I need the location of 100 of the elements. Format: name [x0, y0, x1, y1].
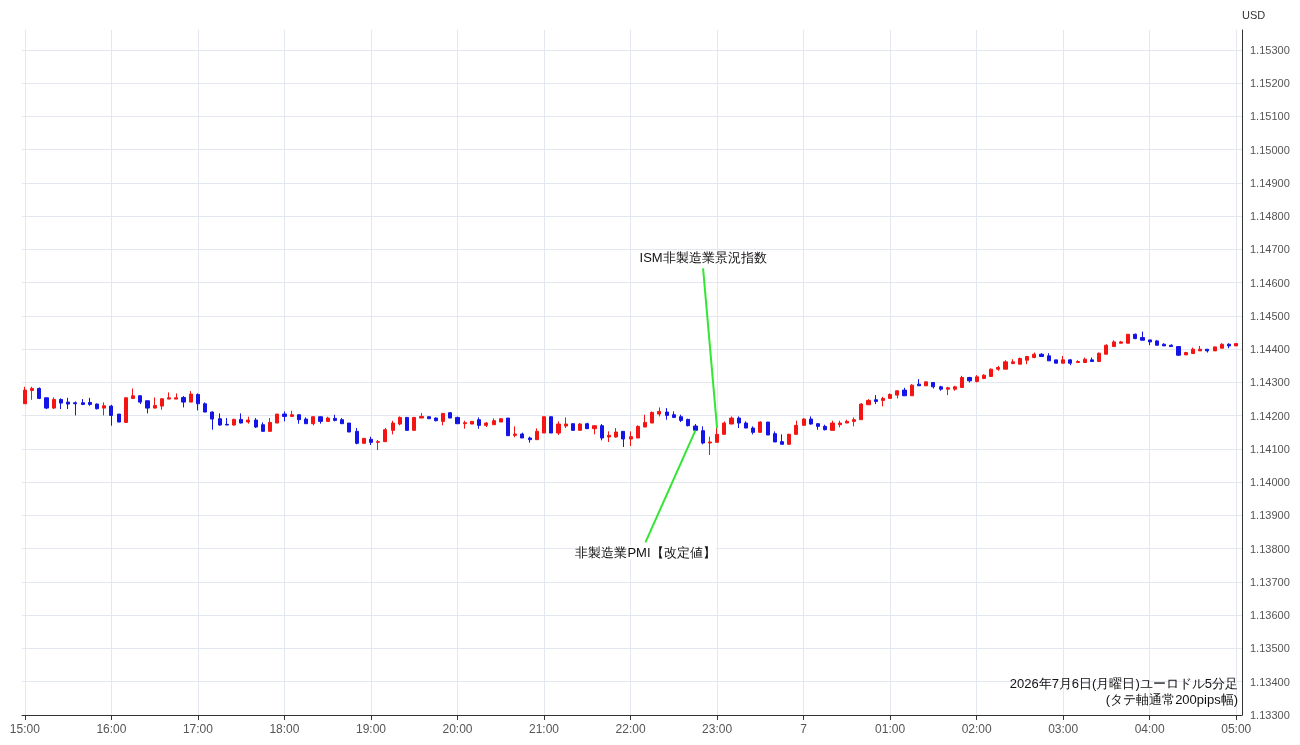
- candlestick: [419, 412, 424, 419]
- candlestick: [967, 376, 972, 383]
- candlestick: [376, 439, 380, 451]
- candlestick: [722, 420, 726, 435]
- candlestick: [1097, 352, 1101, 363]
- candlestick: [549, 416, 553, 434]
- candlestick: [643, 414, 647, 428]
- candlestick: [1184, 351, 1188, 356]
- candlestick: [73, 400, 77, 416]
- candlestick: [744, 420, 748, 429]
- y-tick-label: 1.15100: [1250, 110, 1290, 123]
- candlestick: [1032, 352, 1036, 359]
- candlestick: [1090, 357, 1094, 363]
- y-tick-label: 1.15000: [1250, 143, 1290, 156]
- candlestick: [607, 430, 611, 443]
- x-tick-label: 05:00: [1221, 722, 1252, 736]
- candlestick: [477, 416, 481, 430]
- candlestick: [816, 422, 820, 431]
- candlestick: [88, 397, 92, 407]
- candlestick: [1061, 355, 1065, 364]
- candlestick: [1162, 342, 1166, 347]
- candlestick: [492, 417, 496, 426]
- candlestick: [787, 433, 791, 445]
- y-tick-label: 1.14600: [1250, 276, 1290, 289]
- candlestick: [1148, 339, 1152, 346]
- candlestick: [996, 365, 1000, 372]
- y-tick-label: 1.13300: [1250, 709, 1290, 721]
- candlestick: [528, 436, 532, 444]
- candlestick: [138, 394, 142, 405]
- candlestick: [455, 416, 460, 425]
- candlestick: [902, 387, 907, 397]
- candlestick: [1054, 359, 1058, 364]
- annotation: ISM非製造業景況指数: [639, 250, 767, 266]
- candlestick: [823, 424, 827, 431]
- candlestick: [773, 430, 777, 443]
- candlestick: [210, 410, 214, 431]
- y-tick-label: 1.14200: [1250, 409, 1290, 422]
- candlestick: [809, 415, 813, 426]
- candlestick: [304, 416, 308, 425]
- candlestick: [189, 390, 193, 403]
- candlestick: [715, 425, 719, 443]
- candlestick: [708, 436, 712, 456]
- candlestick: [564, 416, 568, 429]
- x-tick-label: 19:00: [355, 722, 387, 736]
- candlestick: [117, 413, 121, 423]
- candlestick: [30, 386, 34, 401]
- y-tick-label: 1.15200: [1250, 77, 1290, 90]
- candlestick: [181, 395, 186, 408]
- candlestick: [852, 416, 856, 427]
- candlestick: [888, 392, 892, 399]
- candlestick: [1191, 347, 1195, 355]
- candlestick: [600, 423, 604, 441]
- x-tick-label: 23:00: [702, 722, 733, 736]
- candlestick: [59, 397, 63, 410]
- candlestick: [542, 416, 546, 434]
- candlestick: [1112, 339, 1116, 348]
- candlestick: [1039, 352, 1044, 358]
- x-tick-label: 15:00: [9, 722, 41, 736]
- candlestick: [982, 373, 986, 380]
- candlestick: [946, 386, 950, 396]
- candlestick: [499, 417, 503, 423]
- candlestick: [23, 386, 27, 405]
- candlestick: [102, 401, 106, 416]
- candlestick: [434, 416, 438, 422]
- candlestick: [556, 420, 561, 436]
- candlestick: [398, 415, 402, 426]
- candlestick: [311, 415, 315, 426]
- candlestick: [109, 404, 113, 427]
- y-tick-label: 1.14000: [1250, 476, 1290, 489]
- candlestick: [665, 407, 669, 421]
- candlestick: [153, 396, 157, 409]
- candlestick: [1126, 333, 1130, 344]
- candlestick: [203, 401, 207, 413]
- candlestick: [1213, 346, 1217, 352]
- candlestick: [1076, 359, 1080, 364]
- candlestick: [463, 420, 467, 430]
- candlestick: [751, 425, 755, 435]
- x-tick-label: 20:00: [442, 722, 473, 736]
- candlestick: [1220, 342, 1224, 349]
- candlestick: [282, 410, 287, 422]
- candlestick: [989, 368, 993, 377]
- x-tick-label: 16:00: [96, 722, 127, 736]
- x-tick-label: 02:00: [961, 722, 992, 736]
- candlestick: [629, 430, 633, 447]
- candlestick: [506, 417, 510, 437]
- candlestick: [1198, 345, 1202, 352]
- candlestick: [225, 417, 229, 426]
- candlestick: [859, 402, 863, 421]
- candlestick: [1155, 339, 1159, 346]
- candlestick: [830, 420, 835, 431]
- candlestick: [1169, 343, 1173, 348]
- y-tick-label: 1.14400: [1250, 343, 1290, 356]
- y-tick-label: 1.13700: [1250, 575, 1290, 588]
- candlestick: [275, 413, 279, 424]
- candlestick: [391, 420, 395, 435]
- y-tick-label: 1.14500: [1250, 309, 1290, 322]
- candlestick: [1068, 358, 1072, 366]
- candlestick: [290, 410, 294, 417]
- candlestick: [239, 412, 243, 424]
- candlestick: [1176, 346, 1181, 357]
